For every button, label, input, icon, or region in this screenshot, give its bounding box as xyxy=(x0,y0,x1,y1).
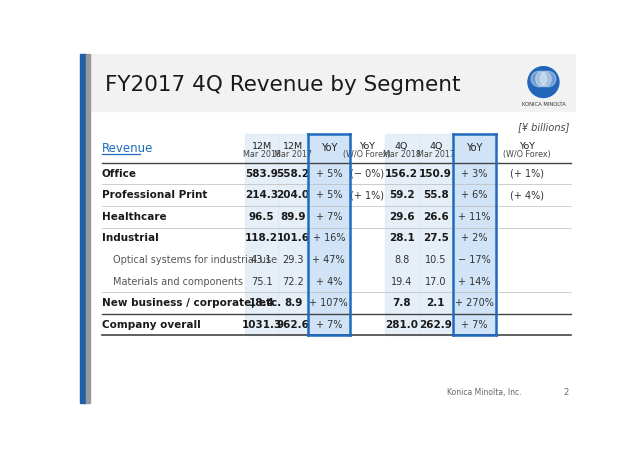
Text: + 107%: + 107% xyxy=(309,298,348,308)
Circle shape xyxy=(528,67,559,97)
Text: 17.0: 17.0 xyxy=(425,276,447,286)
Text: 204.0: 204.0 xyxy=(276,190,310,200)
Text: Mar 2017: Mar 2017 xyxy=(417,150,455,159)
Bar xyxy=(80,54,86,403)
Text: 12M: 12M xyxy=(252,142,272,151)
Text: 10.5: 10.5 xyxy=(425,255,447,265)
Bar xyxy=(86,54,90,403)
Text: 156.2: 156.2 xyxy=(385,169,418,179)
Text: 59.2: 59.2 xyxy=(389,190,415,200)
Bar xyxy=(385,134,419,335)
Text: Optical systems for industrial use: Optical systems for industrial use xyxy=(113,255,276,265)
Text: New business / corporate, etc.: New business / corporate, etc. xyxy=(102,298,281,308)
Text: 2: 2 xyxy=(563,388,568,397)
Text: Mar 2018: Mar 2018 xyxy=(383,150,420,159)
Text: 118.2: 118.2 xyxy=(245,233,278,243)
Text: 72.2: 72.2 xyxy=(282,276,304,286)
Text: 96.5: 96.5 xyxy=(249,212,275,222)
Text: 43.1: 43.1 xyxy=(251,255,273,265)
Text: (− 0%): (− 0%) xyxy=(350,169,384,179)
Text: Revenue: Revenue xyxy=(102,142,153,155)
Text: 12M: 12M xyxy=(283,142,303,151)
Text: + 7%: + 7% xyxy=(316,320,342,330)
Text: 583.9: 583.9 xyxy=(245,169,278,179)
Text: 4Q: 4Q xyxy=(429,142,442,151)
Text: + 2%: + 2% xyxy=(461,233,488,243)
Text: YoY: YoY xyxy=(359,142,375,151)
Text: 150.9: 150.9 xyxy=(419,169,452,179)
Text: (+ 1%): (+ 1%) xyxy=(510,169,544,179)
Text: 29.3: 29.3 xyxy=(282,255,304,265)
Text: YoY: YoY xyxy=(519,142,535,151)
Text: 55.8: 55.8 xyxy=(423,190,449,200)
Text: 7.8: 7.8 xyxy=(392,298,411,308)
Text: + 7%: + 7% xyxy=(316,212,342,222)
Text: FY2017 4Q Revenue by Segment: FY2017 4Q Revenue by Segment xyxy=(105,75,460,95)
Circle shape xyxy=(540,71,556,87)
Text: 262.9: 262.9 xyxy=(419,320,452,330)
Text: 8.8: 8.8 xyxy=(394,255,409,265)
Text: 1031.3: 1031.3 xyxy=(242,320,282,330)
Bar xyxy=(308,134,349,335)
Circle shape xyxy=(536,71,551,87)
Text: + 3%: + 3% xyxy=(461,169,488,179)
Bar xyxy=(452,134,496,335)
Text: 75.1: 75.1 xyxy=(251,276,273,286)
Text: 2.1: 2.1 xyxy=(426,298,445,308)
Text: Healthcare: Healthcare xyxy=(102,212,166,222)
Text: − 17%: − 17% xyxy=(458,255,491,265)
Text: + 16%: + 16% xyxy=(312,233,345,243)
Text: + 47%: + 47% xyxy=(312,255,345,265)
Text: + 6%: + 6% xyxy=(461,190,488,200)
Text: 101.6: 101.6 xyxy=(276,233,310,243)
Text: 28.1: 28.1 xyxy=(388,233,415,243)
Bar xyxy=(419,134,452,335)
Text: [¥ billions]: [¥ billions] xyxy=(518,122,570,132)
Text: 214.3: 214.3 xyxy=(245,190,278,200)
Text: 29.6: 29.6 xyxy=(389,212,415,222)
Bar xyxy=(278,134,308,335)
Text: 27.5: 27.5 xyxy=(423,233,449,243)
Text: Konica Minolta, Inc.: Konica Minolta, Inc. xyxy=(447,388,522,397)
Text: 26.6: 26.6 xyxy=(423,212,449,222)
Text: 962.6: 962.6 xyxy=(276,320,310,330)
Text: Industrial: Industrial xyxy=(102,233,159,243)
Text: (+ 4%): (+ 4%) xyxy=(510,190,544,200)
Text: + 4%: + 4% xyxy=(316,276,342,286)
Text: 8.9: 8.9 xyxy=(284,298,302,308)
Text: (W/O Forex): (W/O Forex) xyxy=(503,150,551,159)
Text: 89.9: 89.9 xyxy=(280,212,306,222)
Text: YoY: YoY xyxy=(467,143,483,153)
Text: + 14%: + 14% xyxy=(458,276,491,286)
Text: 281.0: 281.0 xyxy=(385,320,418,330)
Text: 18.4: 18.4 xyxy=(249,298,275,308)
Text: YoY: YoY xyxy=(321,143,337,153)
Bar xyxy=(90,54,576,111)
Text: Company overall: Company overall xyxy=(102,320,200,330)
Text: + 7%: + 7% xyxy=(461,320,488,330)
Text: 19.4: 19.4 xyxy=(391,276,412,286)
Text: Office: Office xyxy=(102,169,137,179)
Text: + 5%: + 5% xyxy=(316,169,342,179)
Circle shape xyxy=(531,71,547,87)
Text: Materials and components: Materials and components xyxy=(113,276,243,286)
Text: Professional Print: Professional Print xyxy=(102,190,207,200)
Text: 4Q: 4Q xyxy=(395,142,408,151)
Text: + 5%: + 5% xyxy=(316,190,342,200)
Text: (+ 1%): (+ 1%) xyxy=(350,190,384,200)
Bar xyxy=(245,134,278,335)
Text: + 11%: + 11% xyxy=(458,212,491,222)
Text: Mar 2017: Mar 2017 xyxy=(274,150,312,159)
Text: Mar 2018: Mar 2018 xyxy=(243,150,281,159)
Text: KONICA MINOLTA: KONICA MINOLTA xyxy=(522,102,565,107)
Text: + 270%: + 270% xyxy=(455,298,494,308)
Text: (W/O Forex): (W/O Forex) xyxy=(343,150,391,159)
Text: 558.2: 558.2 xyxy=(276,169,310,179)
